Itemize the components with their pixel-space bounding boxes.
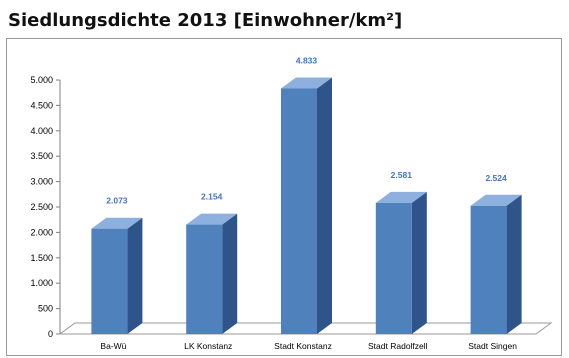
- bar: [375, 191, 427, 334]
- x-tick-label: Stadt Singen: [468, 341, 517, 351]
- bar-front: [375, 202, 412, 334]
- bar-side: [317, 77, 332, 335]
- data-label: 2.524: [485, 173, 507, 183]
- bar-top: [470, 194, 522, 206]
- bar: [470, 194, 522, 334]
- bar: [91, 217, 143, 334]
- bar-side: [506, 194, 522, 334]
- y-tick-label: 2.000: [30, 227, 53, 237]
- y-tick-label: 3.000: [30, 177, 53, 187]
- y-tick-label: 500: [38, 304, 53, 314]
- bar-top: [375, 191, 427, 203]
- bar: [281, 77, 332, 335]
- data-labels: 2.073 2.154 4.833 2.581 2.524: [106, 55, 507, 205]
- bar-front: [470, 205, 507, 334]
- y-tick-label: 5.000: [30, 75, 53, 85]
- x-tick-label: Stadt Radolfzell: [368, 341, 428, 351]
- bar-side: [222, 213, 238, 334]
- bar-top: [186, 213, 238, 225]
- y-axis: 0 500 1.000 1.500 2.000 2.500 3.000 3.500 4.000 4…: [30, 75, 61, 339]
- y-tick-label: 3.500: [30, 151, 53, 161]
- y-tick-label: 2.500: [30, 202, 53, 212]
- bar-side: [127, 217, 143, 334]
- x-tick-label: Ba-Wü: [100, 341, 126, 351]
- y-tick-label: 0: [48, 329, 53, 339]
- y-tick-label: 4.000: [30, 126, 53, 136]
- bar-top: [281, 77, 332, 89]
- bar-front: [186, 224, 223, 334]
- chart-title: Siedlungsdichte 2013 [Einwohner/km²]: [8, 10, 403, 31]
- bar: [186, 213, 238, 334]
- bar-series: [91, 77, 522, 335]
- x-tick-label: Stadt Konstanz: [274, 341, 332, 351]
- x-axis: Ba-Wü LK Konstanz Stadt Konstanz Stadt Rado…: [100, 341, 517, 351]
- x-tick-label: LK Konstanz: [184, 341, 232, 351]
- chart-frame: [6, 38, 562, 356]
- bar-top: [91, 217, 143, 229]
- bar-side: [411, 191, 427, 334]
- y-tick-label: 1.000: [30, 278, 53, 288]
- y-tick-label: 4.500: [30, 100, 53, 110]
- y-tick-label: 1.500: [30, 253, 53, 263]
- data-label: 2.581: [391, 170, 413, 180]
- data-label: 2.154: [201, 192, 223, 202]
- data-label: 4.833: [296, 55, 318, 65]
- bar-front: [91, 228, 128, 334]
- bar-front: [281, 88, 317, 334]
- data-label: 2.073: [106, 196, 128, 206]
